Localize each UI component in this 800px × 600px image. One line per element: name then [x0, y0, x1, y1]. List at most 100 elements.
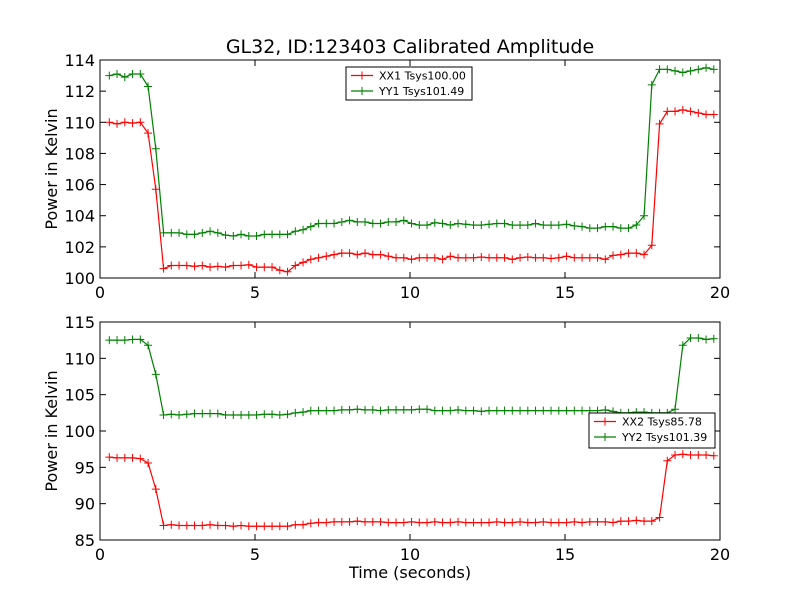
data-point — [175, 228, 184, 237]
data-point — [291, 227, 300, 236]
data-point — [206, 227, 215, 236]
data-point — [368, 517, 377, 526]
data-point — [113, 453, 122, 462]
data-point — [616, 224, 625, 233]
y-tick-label: 100 — [64, 269, 95, 288]
data-point — [585, 224, 594, 233]
data-point — [361, 405, 370, 414]
data-point — [500, 518, 509, 527]
data-point — [221, 263, 230, 272]
y-tick-label: 108 — [64, 144, 95, 163]
data-point — [167, 228, 176, 237]
data-point — [128, 119, 137, 128]
data-point — [244, 411, 253, 420]
data-point — [454, 219, 463, 228]
data-point — [237, 230, 246, 239]
data-point — [175, 521, 184, 530]
data-point — [469, 518, 478, 527]
data-point — [523, 221, 532, 230]
data-point — [384, 518, 393, 527]
data-point — [144, 129, 153, 138]
data-point — [392, 253, 401, 262]
data-point — [175, 411, 184, 420]
data-point — [547, 221, 556, 230]
data-point — [446, 221, 455, 230]
data-point — [415, 518, 424, 527]
y-tick-label: 114 — [64, 51, 95, 70]
data-point — [399, 216, 408, 225]
data-point — [562, 252, 571, 261]
data-point — [438, 255, 447, 264]
data-point — [368, 405, 377, 414]
data-point — [570, 253, 579, 262]
data-point — [709, 451, 718, 460]
data-point — [694, 450, 703, 459]
data-point — [562, 220, 571, 229]
data-point — [221, 231, 230, 240]
data-point — [539, 517, 548, 526]
data-point — [578, 518, 587, 527]
data-point — [508, 518, 517, 527]
data-point — [601, 255, 610, 264]
x-tick-label: 0 — [95, 545, 105, 564]
data-point — [702, 335, 711, 344]
data-point — [345, 517, 354, 526]
data-point — [500, 219, 509, 228]
legend-marker — [358, 71, 366, 80]
data-point — [306, 519, 315, 528]
data-point — [562, 518, 571, 527]
y-tick-label: 90 — [75, 495, 95, 514]
data-point — [624, 249, 633, 258]
data-point — [554, 221, 563, 230]
data-point — [616, 517, 625, 526]
data-point — [299, 520, 308, 529]
legend-box — [588, 412, 716, 449]
data-point — [244, 260, 253, 269]
y-tick-label: 104 — [64, 207, 95, 226]
data-point — [151, 185, 160, 194]
data-point — [593, 517, 602, 526]
data-point — [694, 333, 703, 342]
data-point — [384, 405, 393, 414]
x-tick-label: 15 — [555, 283, 575, 302]
data-point — [647, 517, 656, 526]
data-point — [709, 110, 718, 119]
data-point — [244, 231, 253, 240]
data-point — [578, 253, 587, 262]
data-point — [128, 70, 137, 79]
legend-label: XX1 Tsys100.00 — [379, 70, 466, 83]
data-point — [562, 406, 571, 415]
data-point — [640, 517, 649, 526]
data-point — [167, 410, 176, 419]
data-point — [299, 408, 308, 417]
data-point — [678, 105, 687, 114]
data-point — [547, 518, 556, 527]
data-point — [624, 224, 633, 233]
data-point — [678, 68, 687, 77]
data-point — [500, 253, 509, 262]
data-point — [120, 453, 129, 462]
data-point — [694, 108, 703, 117]
data-point — [213, 228, 222, 237]
x-tick-label: 0 — [95, 283, 105, 302]
x-tick-label: 10 — [400, 283, 420, 302]
data-point — [407, 517, 416, 526]
data-point — [345, 249, 354, 258]
data-point — [655, 65, 664, 74]
data-point — [709, 334, 718, 343]
data-point — [337, 217, 346, 226]
data-point — [190, 230, 199, 239]
data-point — [593, 253, 602, 262]
data-point — [237, 261, 246, 270]
data-point — [345, 216, 354, 225]
data-point — [252, 231, 261, 240]
data-point — [221, 411, 230, 420]
data-point — [260, 522, 269, 531]
data-point — [136, 335, 145, 344]
data-point — [469, 406, 478, 415]
data-point — [585, 517, 594, 526]
legend-marker — [358, 87, 366, 95]
data-point — [182, 230, 191, 239]
data-point — [260, 263, 269, 272]
data-point — [291, 261, 300, 270]
